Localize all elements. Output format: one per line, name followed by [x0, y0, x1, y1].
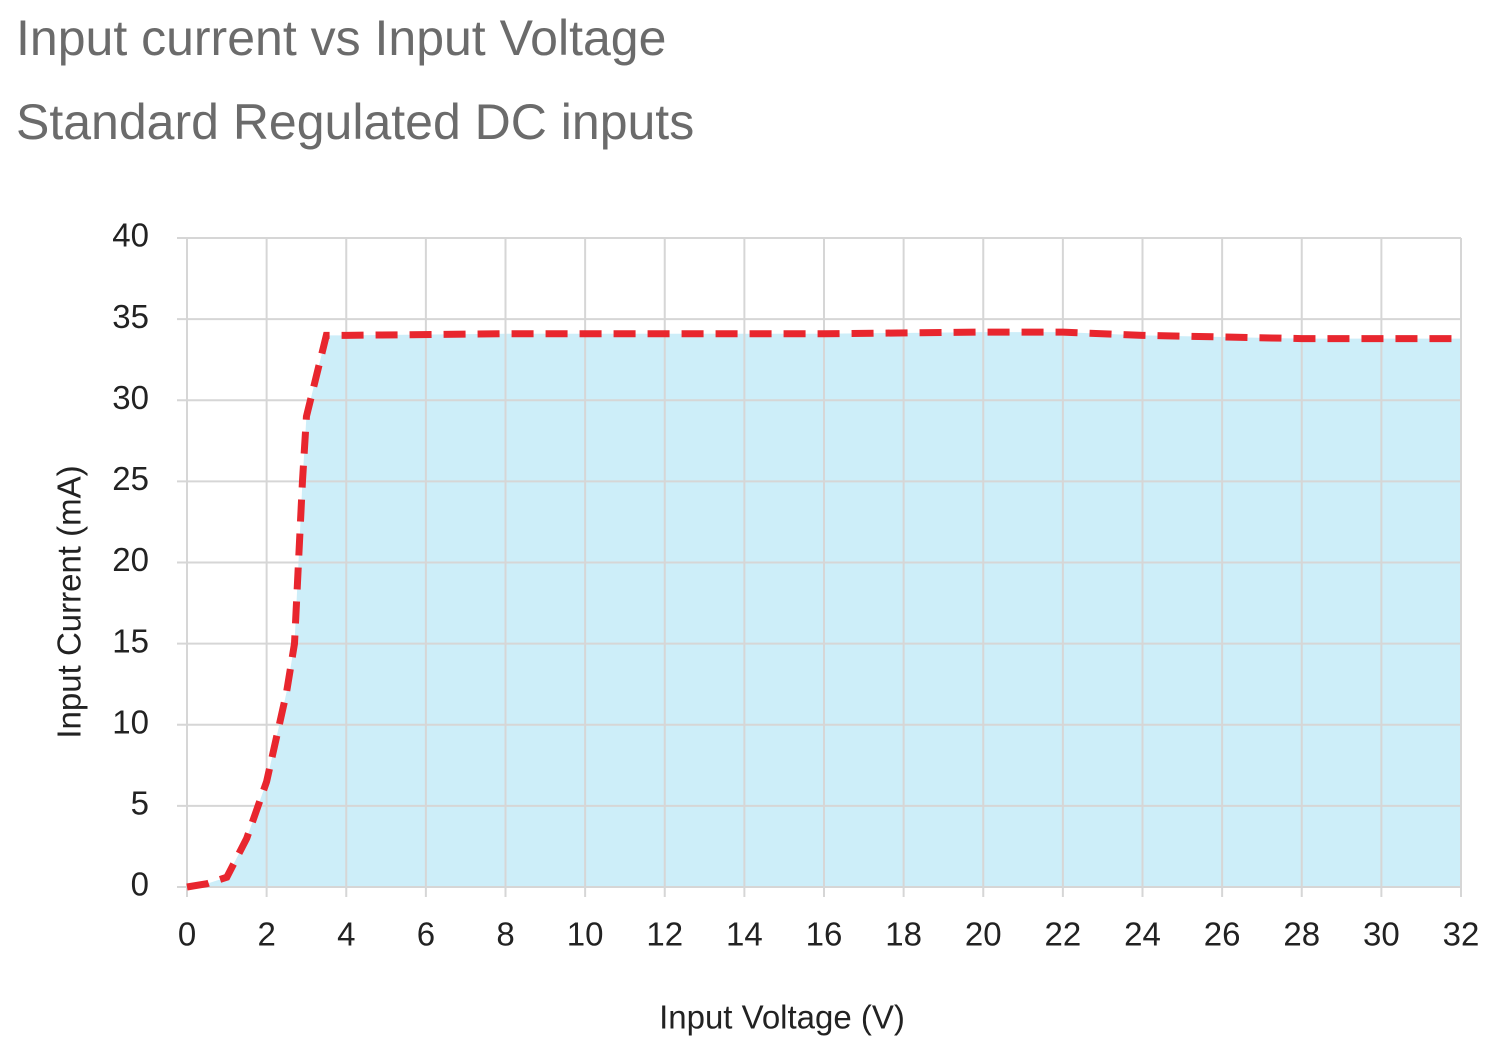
x-tick-label: 12	[646, 916, 683, 953]
x-tick-label: 8	[496, 916, 514, 953]
x-tick-label: 6	[417, 916, 435, 953]
chart-subtitle: Standard Regulated DC inputs	[16, 94, 694, 150]
x-tick-label: 30	[1363, 916, 1400, 953]
x-tick-label: 28	[1283, 916, 1320, 953]
y-tick-label: 25	[112, 460, 149, 497]
x-tick-label: 0	[178, 916, 196, 953]
y-tick-label: 40	[112, 217, 149, 254]
x-tick-label: 14	[726, 916, 763, 953]
x-tick-label: 20	[965, 916, 1002, 953]
y-tick-label: 5	[131, 785, 149, 822]
x-tick-label: 26	[1204, 916, 1241, 953]
y-tick-label: 20	[112, 541, 149, 578]
y-tick-label: 15	[112, 622, 149, 659]
y-tick-label: 30	[112, 379, 149, 416]
x-axis-label: Input Voltage (V)	[659, 999, 905, 1036]
x-tick-label: 24	[1124, 916, 1161, 953]
x-tick-label: 10	[567, 916, 604, 953]
y-axis-label: Input Current (mA)	[51, 465, 88, 738]
x-tick-label: 2	[257, 916, 275, 953]
area-line	[186, 328, 1461, 891]
x-tick-label: 32	[1443, 916, 1480, 953]
chart-title: Input current vs Input Voltage	[16, 10, 666, 66]
y-tick-label: 35	[112, 298, 149, 335]
x-tick-label: 16	[806, 916, 843, 953]
y-tick-label: 0	[131, 866, 149, 903]
y-tick-label: 10	[112, 703, 149, 740]
x-tick-label: 4	[337, 916, 355, 953]
x-tick-label: 18	[885, 916, 922, 953]
x-tick-label: 22	[1045, 916, 1082, 953]
